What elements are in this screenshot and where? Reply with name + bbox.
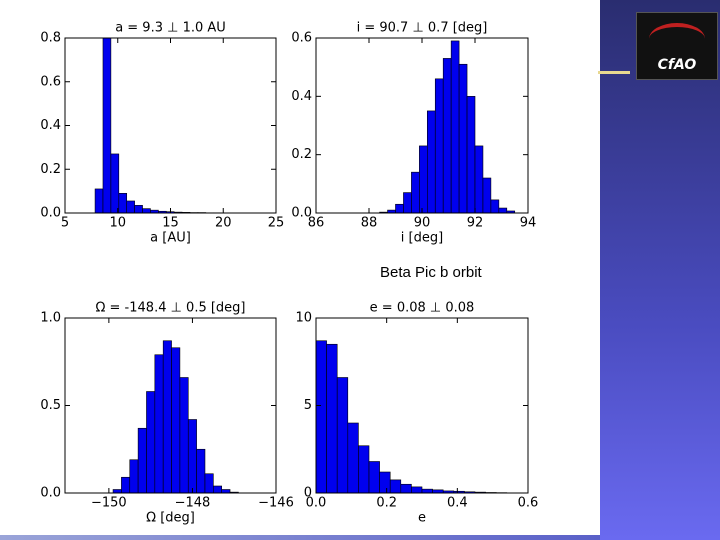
x-tick-label: 10 [109, 216, 126, 231]
logo-text: CfAO [657, 57, 697, 73]
x-tick-label: 94 [520, 216, 537, 231]
bar [411, 171, 420, 214]
bar [490, 199, 500, 214]
bar [400, 483, 412, 494]
x-tick-label: −150 [91, 496, 127, 511]
caption: Beta Pic b orbit [380, 264, 482, 281]
bar [326, 343, 338, 494]
x-tick-label: 5 [61, 216, 69, 231]
chart-title: e = 0.08 ⊥ 0.08 [370, 301, 475, 316]
bar [137, 427, 147, 494]
x-tick-label: −148 [175, 496, 211, 511]
bar [421, 488, 433, 494]
bar [347, 422, 359, 494]
x-tick-label: 15 [162, 216, 179, 231]
bar [403, 192, 412, 214]
bar [204, 473, 214, 494]
x-axis-label: a [AU] [150, 231, 191, 246]
bar [419, 145, 428, 214]
x-tick-label: 0.0 [306, 496, 327, 511]
x-tick-label: 86 [308, 216, 325, 231]
x-tick-label: 0.4 [447, 496, 468, 511]
bar [146, 391, 156, 494]
bar [154, 354, 164, 494]
x-tick-label: 20 [215, 216, 232, 231]
y-tick-label: 0.2 [40, 162, 61, 177]
bar [162, 340, 172, 494]
bar [411, 486, 423, 494]
bar [426, 110, 436, 214]
y-tick-label: 0.8 [40, 31, 61, 46]
y-tick-label: 0 [304, 486, 312, 501]
y-tick-label: 0.6 [291, 31, 312, 46]
chart-title: i = 90.7 ⊥ 0.7 [deg] [357, 21, 488, 36]
x-axis-label: i [deg] [401, 231, 443, 246]
chart-title: a = 9.3 ⊥ 1.0 AU [115, 21, 226, 36]
bar [498, 207, 508, 214]
y-tick-label: 0.2 [291, 147, 312, 162]
bar [442, 58, 452, 214]
y-tick-label: 5 [304, 398, 312, 413]
bar [482, 177, 492, 214]
bar [102, 37, 112, 214]
accent-line [598, 71, 630, 74]
y-tick-label: 0.5 [40, 398, 61, 413]
bar [134, 205, 143, 214]
bar [466, 96, 476, 214]
x-tick-label: 0.6 [518, 496, 539, 511]
y-tick-label: 10 [295, 311, 312, 326]
y-tick-label: 0.0 [40, 486, 61, 501]
y-tick-label: 0.6 [40, 74, 61, 89]
bar [221, 489, 231, 494]
bar [187, 419, 197, 494]
bar [395, 203, 404, 214]
bar [110, 153, 120, 214]
bar [474, 145, 484, 214]
bar [196, 448, 206, 494]
bar [118, 193, 128, 214]
bar [142, 208, 151, 214]
bar [450, 40, 460, 214]
side-panel [600, 0, 720, 540]
y-tick-label: 0.0 [291, 206, 312, 221]
bar [315, 340, 327, 494]
bar [368, 461, 380, 494]
bar [171, 347, 181, 494]
x-axis-label: Ω [deg] [146, 511, 195, 526]
y-tick-label: 0.4 [291, 89, 312, 104]
bar [458, 63, 468, 214]
logo: CfAO [636, 12, 718, 80]
bar [358, 445, 370, 494]
bar [389, 479, 402, 494]
bar [129, 459, 139, 494]
bottom-strip [0, 535, 600, 540]
bar [126, 200, 135, 214]
bar [112, 489, 122, 494]
bar [213, 485, 222, 494]
x-tick-label: 0.2 [376, 496, 397, 511]
y-tick-label: 0.4 [40, 118, 61, 133]
y-tick-label: 0.0 [40, 206, 61, 221]
bar [121, 476, 131, 494]
y-tick-label: 1.0 [40, 311, 61, 326]
bar [336, 377, 349, 494]
x-tick-label: 25 [268, 216, 285, 231]
axes-frame [64, 37, 277, 214]
charts: 5 10 15 20 25 0.0 0.2 0.4 0.6 0.8 a = 9.3 ⊥ 1.0 AU… [40, 21, 539, 526]
x-tick-label: 88 [361, 216, 378, 231]
bar [434, 78, 444, 214]
bar [379, 471, 391, 494]
x-tick-label: 92 [467, 216, 484, 231]
chart-title: Ω = -148.4 ⊥ 0.5 [deg] [95, 301, 245, 316]
x-tick-label: −146 [258, 496, 294, 511]
x-axis-label: e [418, 511, 426, 526]
bar [179, 377, 189, 494]
bar [94, 188, 104, 214]
x-tick-label: 90 [414, 216, 431, 231]
